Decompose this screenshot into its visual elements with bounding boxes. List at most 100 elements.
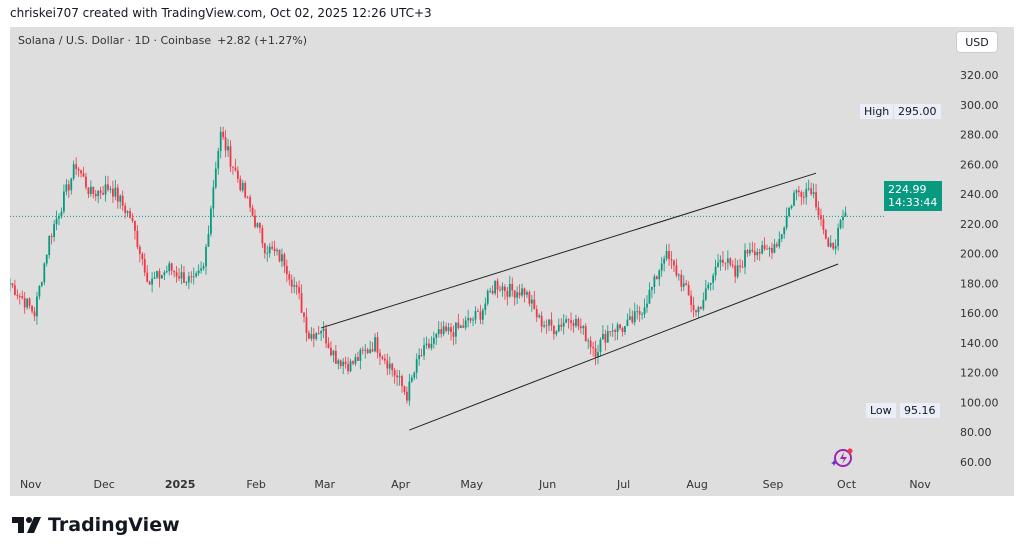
candle-body bbox=[790, 205, 793, 208]
candle-body bbox=[396, 375, 398, 378]
candle-body bbox=[700, 307, 702, 309]
x-tick-label: Sep bbox=[763, 478, 784, 491]
last-price: 224.99 bbox=[888, 183, 927, 196]
candle-body bbox=[357, 357, 359, 361]
candle-body bbox=[334, 350, 337, 364]
candle-body bbox=[388, 363, 391, 369]
candle-body bbox=[521, 288, 523, 296]
candle-body bbox=[136, 230, 139, 247]
candle-body bbox=[55, 218, 58, 225]
candle-body bbox=[138, 246, 141, 254]
candle-body bbox=[107, 184, 109, 190]
candle-body bbox=[40, 282, 43, 286]
lightning-icon[interactable] bbox=[829, 447, 855, 469]
candle-body bbox=[156, 270, 158, 278]
candle-body bbox=[494, 280, 496, 294]
candle-body bbox=[38, 285, 41, 297]
candle-body bbox=[489, 290, 492, 292]
candle-body bbox=[23, 298, 26, 308]
candle-body bbox=[271, 246, 274, 249]
candle-body bbox=[481, 310, 484, 320]
candle-body bbox=[207, 233, 210, 247]
candle-body bbox=[548, 319, 550, 326]
candle-body bbox=[469, 318, 472, 321]
candle-body bbox=[398, 376, 401, 378]
candle-body bbox=[734, 265, 737, 277]
candle-body bbox=[349, 361, 352, 372]
candle-body bbox=[477, 311, 479, 312]
candle-body bbox=[834, 246, 837, 249]
candle-body bbox=[638, 311, 641, 315]
x-tick-label: Mar bbox=[314, 478, 335, 491]
candle-body bbox=[472, 319, 474, 321]
candle-body bbox=[724, 262, 727, 264]
candle-body bbox=[616, 324, 619, 332]
candle-body bbox=[810, 188, 813, 194]
candle-body bbox=[241, 183, 244, 191]
candle-body bbox=[212, 187, 215, 209]
candle-body bbox=[692, 304, 695, 311]
candle-body bbox=[815, 192, 817, 208]
y-tick-label: 60.00 bbox=[960, 456, 992, 469]
candle-body bbox=[165, 271, 168, 273]
candle-body bbox=[802, 196, 805, 198]
candle-body bbox=[202, 266, 205, 269]
candle-body bbox=[224, 137, 227, 151]
candle-body bbox=[254, 215, 256, 227]
candle-body bbox=[702, 299, 705, 309]
credit-line: chriskei707 created with TradingView.com… bbox=[10, 6, 432, 20]
candle-body bbox=[58, 216, 60, 219]
candle-body bbox=[560, 324, 563, 327]
candle-body bbox=[550, 319, 553, 326]
candle-body bbox=[594, 348, 597, 358]
low-label: Low bbox=[866, 403, 896, 418]
candle-body bbox=[143, 258, 146, 273]
x-tick-label: Nov bbox=[909, 478, 931, 491]
candle-body bbox=[50, 236, 53, 238]
candle-body bbox=[508, 283, 511, 297]
candle-body bbox=[668, 251, 670, 260]
candle-body bbox=[832, 243, 835, 249]
candle-body bbox=[119, 195, 122, 202]
currency-button[interactable]: USD bbox=[956, 31, 998, 53]
candle-body bbox=[129, 211, 131, 218]
x-tick-label: Jun bbox=[538, 478, 556, 491]
x-tick-label: 2025 bbox=[165, 478, 196, 491]
candle-body bbox=[263, 243, 266, 254]
tradingview-logo[interactable]: TradingView bbox=[12, 514, 180, 536]
y-tick-label: 160.00 bbox=[960, 307, 999, 320]
chart-panel[interactable]: 60.00 80.00 100.00 120.00 140.00 160.00 180.00… bbox=[10, 27, 1014, 496]
y-tick-label: 120.00 bbox=[960, 367, 999, 380]
candlestick-chart[interactable]: 60.00 80.00 100.00 120.00 140.00 160.00 180.00… bbox=[10, 27, 1014, 496]
channel-upper-line bbox=[321, 172, 817, 329]
candle-body bbox=[587, 340, 590, 342]
candle-body bbox=[85, 176, 87, 188]
candle-body bbox=[178, 276, 180, 279]
candle-body bbox=[361, 349, 364, 351]
candle-body bbox=[315, 333, 318, 339]
candle-body bbox=[682, 283, 685, 287]
candle-body bbox=[210, 208, 212, 234]
candle-body bbox=[197, 270, 200, 274]
candle-body bbox=[455, 322, 457, 337]
candle-body bbox=[214, 168, 217, 188]
candle-body bbox=[420, 355, 423, 356]
candle-body bbox=[325, 328, 327, 344]
candle-body bbox=[175, 272, 178, 277]
candle-body bbox=[746, 250, 749, 254]
candle-body bbox=[839, 220, 842, 229]
candle-body bbox=[112, 188, 114, 197]
candle-body bbox=[151, 278, 153, 285]
candle-body bbox=[379, 352, 381, 357]
candle-body bbox=[21, 296, 24, 299]
candle-body bbox=[261, 227, 264, 244]
candle-body bbox=[268, 246, 271, 254]
candle-body bbox=[736, 265, 739, 277]
y-tick-label: 100.00 bbox=[960, 396, 999, 409]
candle-body bbox=[450, 327, 452, 333]
candle-body bbox=[430, 343, 433, 348]
candle-body bbox=[33, 311, 36, 317]
y-tick-label: 260.00 bbox=[960, 158, 999, 171]
candle-body bbox=[582, 326, 585, 329]
candle-body bbox=[491, 290, 494, 294]
